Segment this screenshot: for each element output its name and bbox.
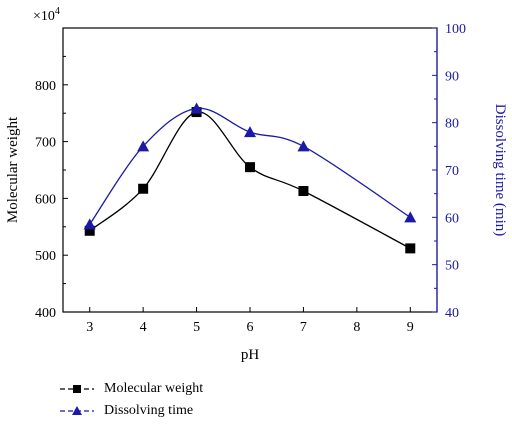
y2-tick-label: 90: [445, 69, 459, 84]
x-tick-label: 5: [193, 320, 200, 335]
y-axis-title: Molecular weight: [5, 116, 21, 223]
y2-axis-title: Dissolving time (min): [492, 104, 508, 237]
x-tick-label: 4: [140, 320, 147, 335]
y2-tick-label: 100: [445, 22, 466, 37]
y-tick-label: 500: [35, 249, 56, 264]
y2-tick-label: 50: [445, 259, 459, 274]
legend-item-molecular-weight: Molecular weight: [60, 378, 203, 400]
x-tick-label: 6: [247, 320, 254, 335]
molecular-weight-point: [245, 162, 255, 173]
series-layer: [83, 102, 417, 254]
legend-label: Molecular weight: [104, 381, 204, 396]
x-axis-title: pH: [241, 347, 260, 363]
dissolving-time-point: [404, 211, 417, 223]
dissolving-time-point: [190, 102, 203, 114]
y-tick-label: 400: [35, 306, 56, 321]
y-tick-label: 700: [35, 136, 56, 151]
y2-tick-label: 40: [445, 306, 459, 321]
y2-axis-ticks: 40 50 60 70 80 90 100: [432, 22, 466, 321]
dissolving-time-point: [137, 140, 150, 152]
y-tick-label: 600: [35, 192, 56, 207]
x-axis-ticks: 3 4 5 6 7 8 9: [86, 307, 414, 335]
y2-tick-label: 80: [445, 117, 459, 132]
y-tick-label: 800: [35, 79, 56, 94]
x-tick-label: 9: [407, 320, 414, 335]
square-marker-icon: [60, 385, 94, 393]
molecular-weight-point: [84, 225, 95, 236]
molecular-weight-point: [138, 183, 149, 194]
legend: Molecular weight Dissolving time: [60, 378, 203, 422]
legend-item-dissolving-time: Dissolving time: [60, 400, 203, 422]
x-tick-label: 7: [300, 320, 307, 335]
y-multiplier: ×104: [33, 6, 60, 24]
x-tick-label: 8: [353, 320, 360, 335]
y2-tick-label: 60: [445, 211, 459, 226]
molecular-weight-point: [298, 186, 309, 197]
x-tick-label: 3: [86, 320, 93, 335]
legend-label: Dissolving time: [104, 403, 194, 418]
dissolving-time-point: [83, 218, 96, 230]
dissolving-time-point: [244, 126, 256, 138]
triangle-marker-icon: [60, 406, 94, 415]
y-axis-ticks: 400 500 600 700 800: [35, 55, 68, 321]
dissolving-time-point: [297, 140, 310, 152]
dissolving-time-line: [89, 107, 411, 225]
y2-tick-label: 70: [445, 164, 459, 179]
molecular-weight-point: [405, 243, 416, 254]
